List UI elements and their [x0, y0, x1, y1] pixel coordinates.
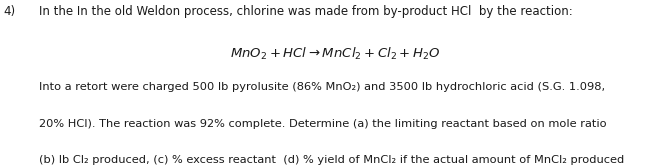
Text: 20% HCl). The reaction was 92% complete. Determine (a) the limiting reactant bas: 20% HCl). The reaction was 92% complete.…: [39, 119, 607, 129]
Text: Into a retort were charged 500 lb pyrolusite (86% MnO₂) and 3500 lb hydrochloric: Into a retort were charged 500 lb pyrolu…: [39, 82, 605, 93]
Text: (b) lb Cl₂ produced, (c) % excess reactant  (d) % yield of MnCl₂ if the actual a: (b) lb Cl₂ produced, (c) % excess reacta…: [39, 155, 624, 165]
Text: 4): 4): [3, 5, 15, 18]
Text: $MnO_2 + HCl \rightarrow MnCl_2 + Cl_2 + H_2O$: $MnO_2 + HCl \rightarrow MnCl_2 + Cl_2 +…: [230, 46, 441, 62]
Text: In the In the old Weldon process, chlorine was made from by-product HCl  by the : In the In the old Weldon process, chlori…: [39, 5, 572, 18]
